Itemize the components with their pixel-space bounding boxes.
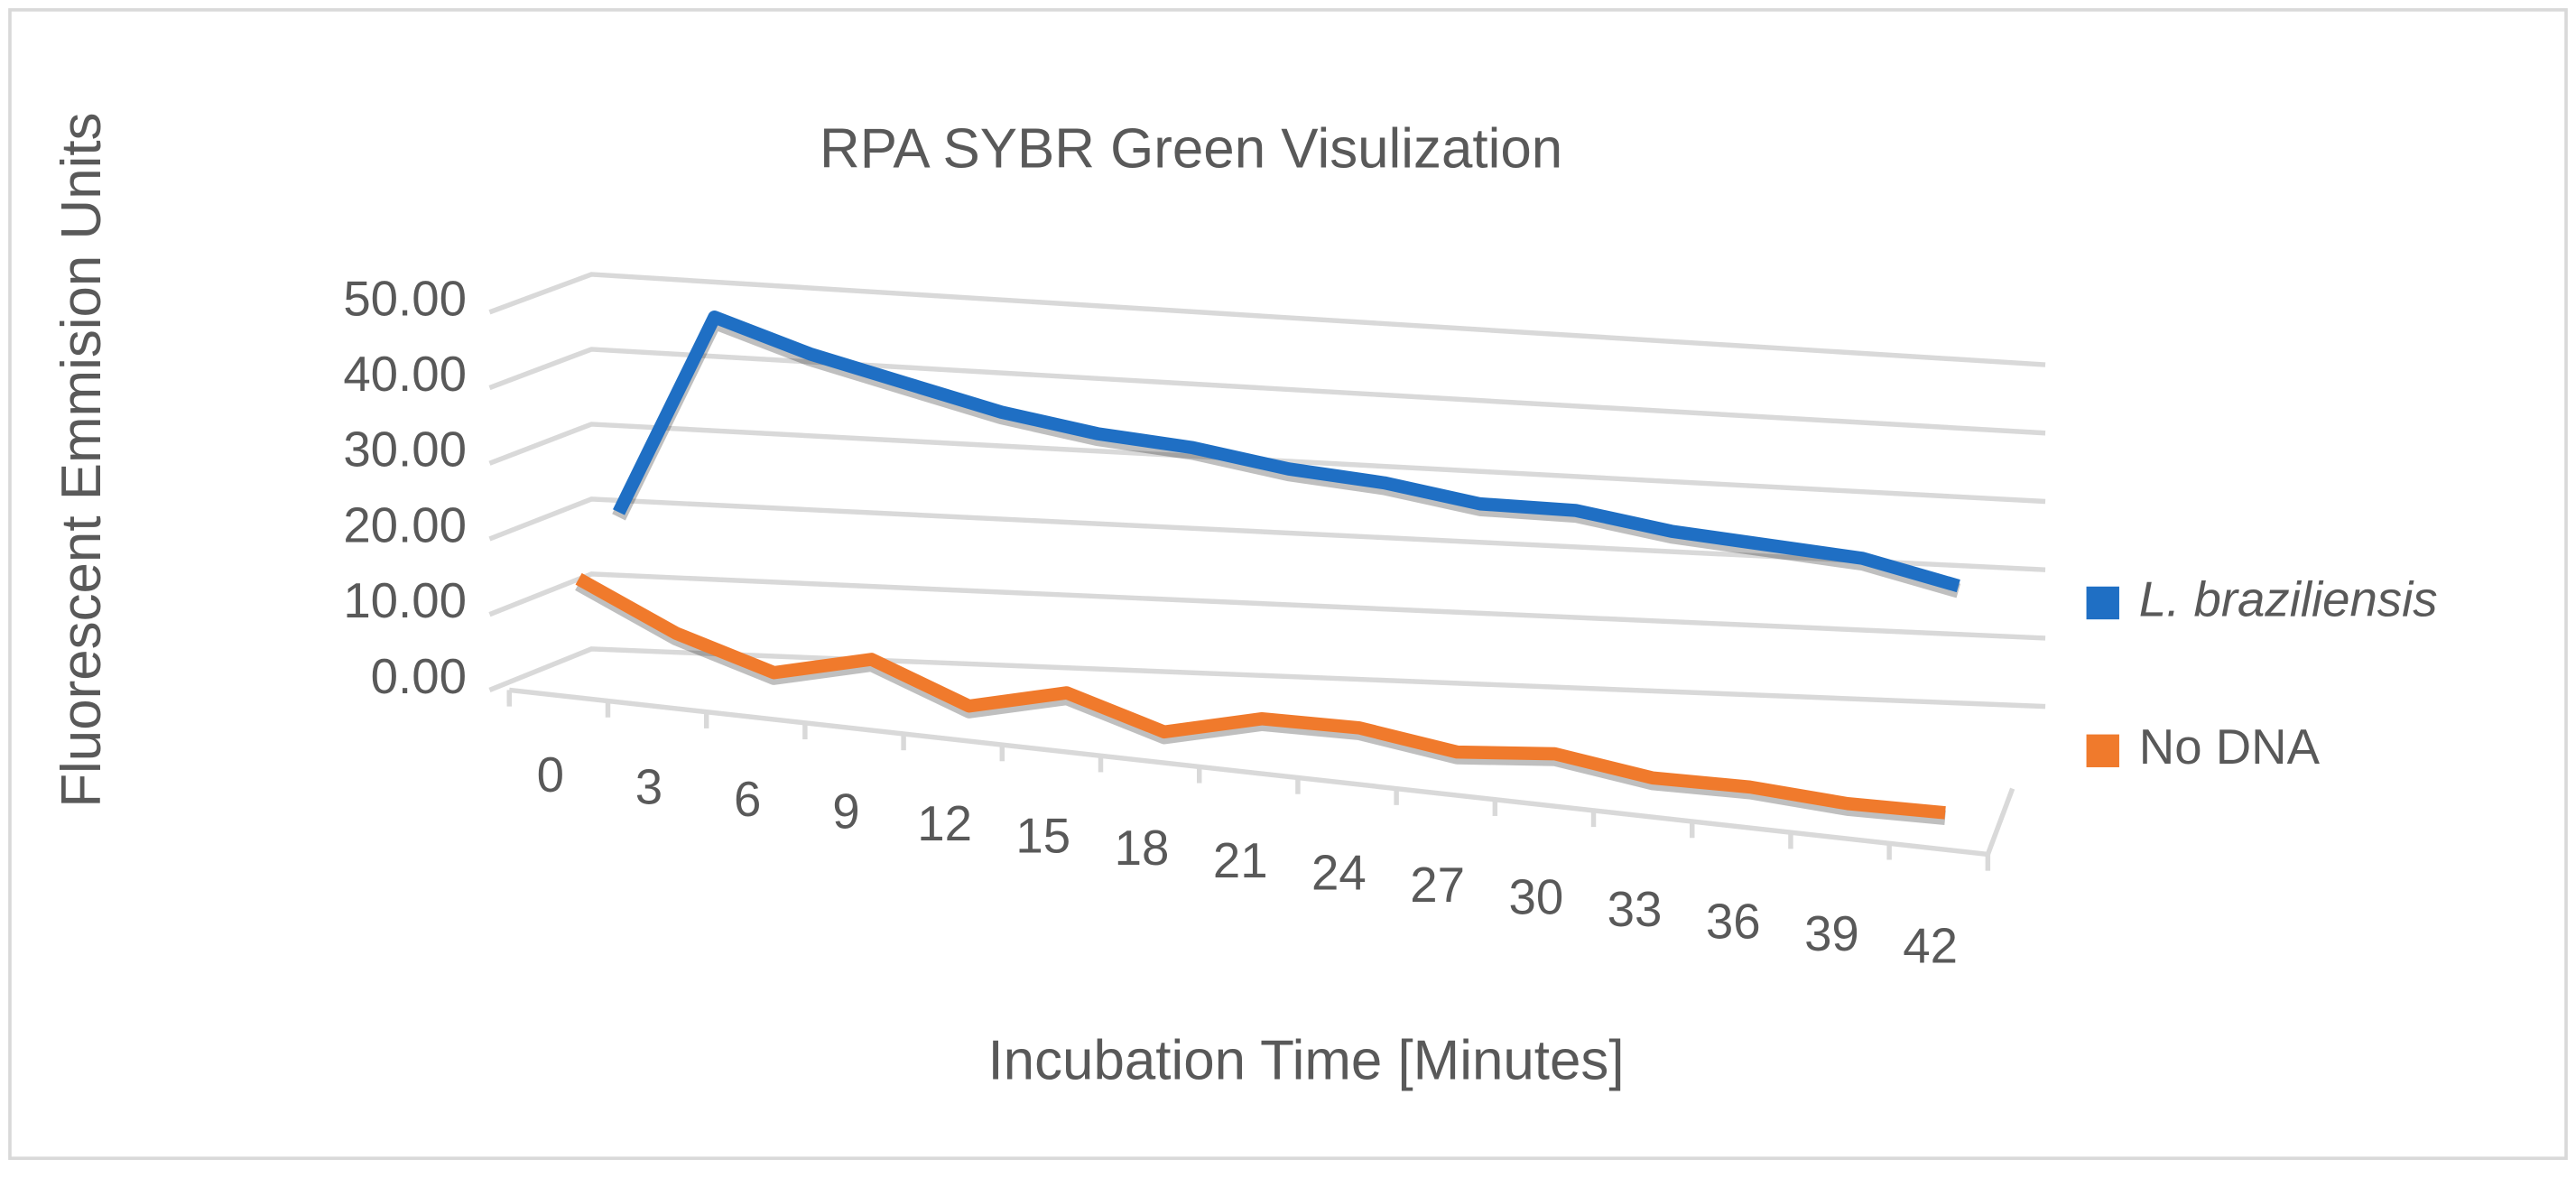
grid-line <box>488 646 2046 710</box>
x-tick-label: 33 <box>1608 882 1663 937</box>
y-tick-label: 0.00 <box>371 649 467 704</box>
series-line <box>613 310 1960 593</box>
chart-title: RPA SYBR Green Visulization <box>820 118 1562 181</box>
legend-label: L. braziliensis <box>2139 571 2438 626</box>
y-tick-label: 30.00 <box>343 422 467 478</box>
y-tick-label: 10.00 <box>343 573 467 628</box>
grid-line <box>488 571 2046 641</box>
x-tick-label: 30 <box>1508 869 1563 924</box>
x-axis-title: Incubation Time [Minutes] <box>987 1030 1624 1092</box>
y-axis-title: Fluorescent Emmision Units <box>51 112 113 807</box>
legend-swatch <box>2086 586 2119 620</box>
grid-line <box>488 422 2046 505</box>
legend-label: No DNA <box>2139 719 2321 775</box>
x-tick-label: 15 <box>1015 809 1070 864</box>
x-tick-label: 9 <box>832 784 859 839</box>
x-tick-label: 27 <box>1410 858 1465 913</box>
x-tick-label: 0 <box>537 747 564 802</box>
x-tick-label: 39 <box>1804 906 1859 961</box>
series-line <box>575 572 1946 820</box>
grid-line <box>488 496 2046 572</box>
x-tick-label: 18 <box>1115 821 1170 876</box>
x-tick-label: 12 <box>917 796 972 851</box>
chart-border <box>8 8 2568 1160</box>
x-tick-label: 42 <box>1903 918 1958 973</box>
x-tick-label: 24 <box>1311 845 1367 900</box>
y-tick-label: 40.00 <box>343 347 467 402</box>
x-tick-label: 36 <box>1706 894 1761 949</box>
y-tick-label: 20.00 <box>343 497 467 552</box>
grid-line <box>488 347 2046 436</box>
x-tick-label: 3 <box>635 760 663 815</box>
grid-line <box>488 272 2046 367</box>
x-tick-label: 21 <box>1213 833 1268 888</box>
legend-swatch <box>2086 734 2119 767</box>
y-tick-label: 50.00 <box>343 271 467 326</box>
x-tick-label: 6 <box>734 772 761 827</box>
